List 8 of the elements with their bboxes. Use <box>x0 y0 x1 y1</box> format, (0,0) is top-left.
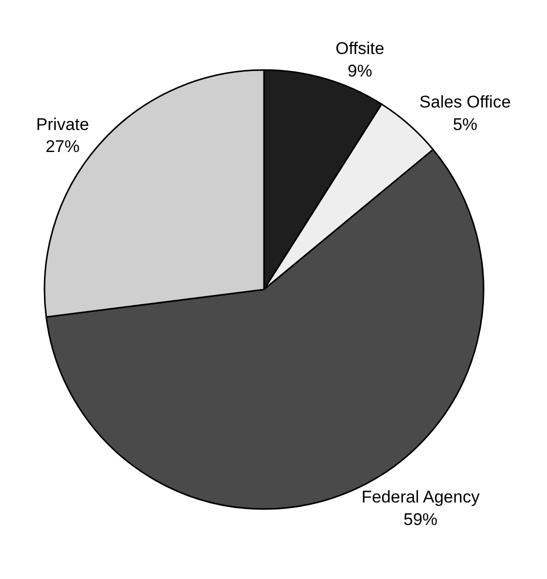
data-label: 9% <box>348 61 372 80</box>
slice-label: Offsite <box>336 39 384 58</box>
data-label: 5% <box>452 114 478 134</box>
data-label: 27% <box>46 136 80 156</box>
slice-label: Private <box>36 114 90 134</box>
data-label: 59% <box>404 510 438 529</box>
slice-label: Federal Agency <box>361 488 480 507</box>
slice-label: Sales Office <box>419 92 511 112</box>
